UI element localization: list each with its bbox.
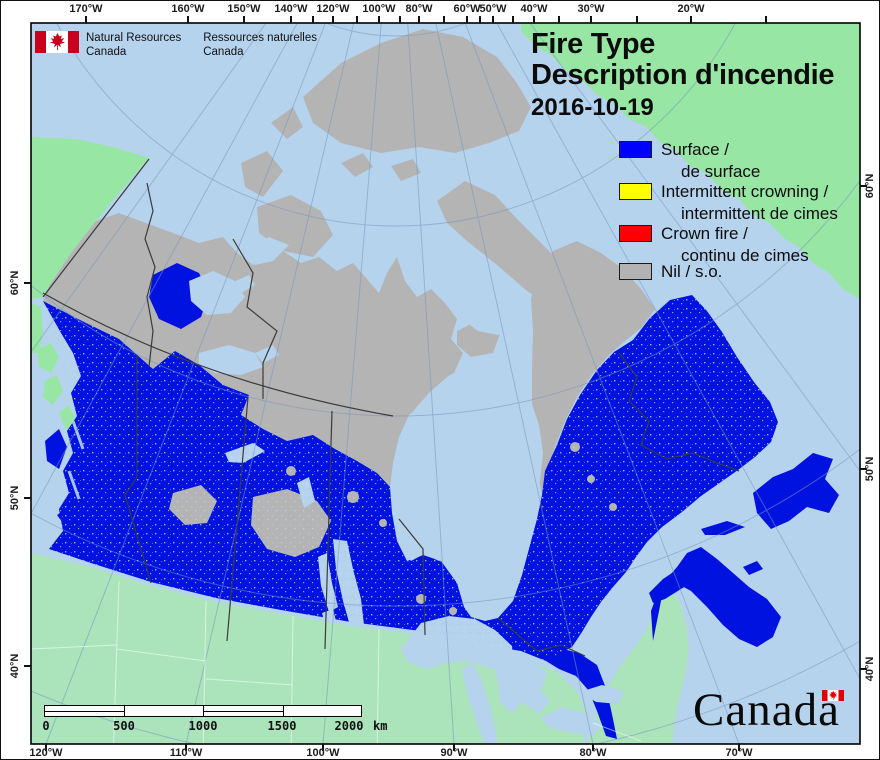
scale-bar: [44, 705, 362, 717]
axis-label-top: 170°W: [69, 3, 103, 15]
axis-label-bottom: 110°W: [169, 747, 203, 759]
legend-swatch-intermittent: [619, 183, 652, 200]
alaska: [31, 137, 149, 299]
axis-label-bottom: 90°W: [440, 747, 468, 759]
legend-label: de surface: [681, 162, 761, 181]
map-title: Fire Type Description d'incendie 2016-10…: [531, 28, 835, 122]
legend-label: Intermittent crowning /: [661, 182, 829, 201]
wordmark-text: Canada: [693, 684, 840, 736]
maine: [587, 584, 689, 744]
scale-label: 0: [42, 719, 50, 733]
mainland-north: [43, 213, 463, 487]
legend-swatch-surface: [619, 141, 652, 158]
legend-label: Crown fire /: [661, 224, 748, 243]
axis-label-left: 50°N: [9, 485, 21, 511]
legend-label: Surface /: [661, 140, 730, 159]
axis-label-top: 60°W: [453, 3, 481, 15]
axis-label-top: 20°W: [677, 3, 705, 15]
foreign-land-north: [31, 23, 860, 431]
scale-unit: km: [373, 719, 388, 733]
canada-flag-icon: [35, 31, 79, 53]
axis-label-top: 120°W: [316, 3, 350, 15]
baffin-island: [437, 181, 637, 347]
axis-label-top: 80°W: [405, 3, 433, 15]
scale-label: 2000: [334, 719, 364, 733]
scale-label: 500: [113, 719, 135, 733]
greenland: [521, 23, 860, 299]
legend-swatch-crown: [619, 225, 652, 242]
axis-label-top: 100°W: [362, 3, 396, 15]
nrcan-name-en: Natural Resources Canada: [86, 32, 182, 58]
axis-label-bottom: 100°W: [306, 747, 340, 759]
axis-label-right: 40°N: [864, 656, 876, 682]
legend-swatch-nil: [619, 263, 652, 280]
wordmark-flag-icon: [822, 690, 844, 701]
scale-label: 1500: [267, 719, 297, 733]
axis-ticks: [24, 16, 867, 751]
axis-label-right: 60°N: [864, 173, 876, 199]
axis-label-top: 140°W: [274, 3, 308, 15]
axis-label-bottom: 120°W: [29, 747, 63, 759]
nil-region: [43, 29, 655, 495]
title-line-fr: Description d'incendie: [531, 59, 835, 91]
newfoundland: [753, 453, 839, 529]
title-line-en: Fire Type: [531, 28, 656, 60]
axis-label-top: 40°W: [520, 3, 548, 15]
hudson-bay: [392, 361, 543, 619]
axis-label-left: 60°N: [9, 270, 21, 296]
usa-land: [31, 553, 689, 744]
map-frame: [30, 22, 861, 745]
axis-label-top: 50°W: [479, 3, 507, 15]
axis-label-right: 50°N: [864, 456, 876, 482]
axis-label-top: 160°W: [171, 3, 205, 15]
axis-label-left: 40°N: [9, 653, 21, 679]
legend-label: intermittent de cimes: [681, 204, 838, 223]
arctic-archipelago: [303, 29, 531, 153]
nrcan-name-fr: Ressources naturelles Canada: [203, 32, 318, 58]
legend-label: continu de cimes: [681, 246, 809, 265]
nrcan-signature: Natural Resources Canada Ressources natur…: [35, 31, 317, 59]
title-date: 2016-10-19: [531, 94, 654, 121]
axis-label-top: 150°W: [227, 3, 261, 15]
canada-wordmark: Canada: [693, 683, 844, 737]
legend-label: Nil / s.o.: [661, 262, 723, 281]
province-borders: [42, 158, 740, 657]
axis-label-bottom: 80°W: [579, 747, 607, 759]
axis-label-top: 30°W: [577, 3, 605, 15]
scale-label: 1000: [188, 719, 218, 733]
axis-label-bottom: 70°W: [725, 747, 753, 759]
